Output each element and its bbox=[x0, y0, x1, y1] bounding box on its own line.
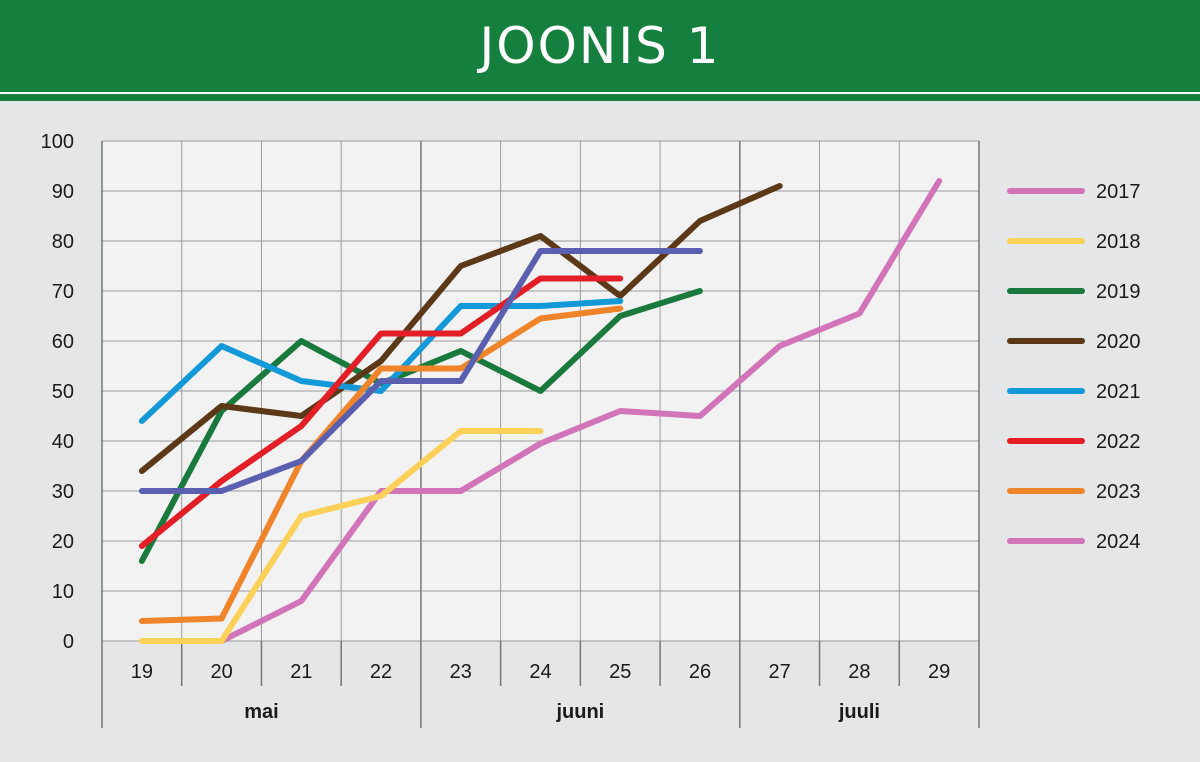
series-line-2024 bbox=[138, 248, 703, 494]
x-tick-label: 20 bbox=[210, 661, 232, 683]
legend-label-2024: 2024 bbox=[1096, 531, 1141, 553]
month-label: juuni bbox=[555, 701, 604, 723]
x-tick-label: 24 bbox=[529, 661, 551, 683]
month-label: mai bbox=[244, 701, 278, 723]
y-tick-label: 20 bbox=[52, 531, 74, 553]
title-banner: JOONIS 1 bbox=[0, 0, 1200, 94]
series-line-2023 bbox=[138, 305, 624, 624]
x-tick-label: 29 bbox=[928, 661, 950, 683]
y-tick-label: 80 bbox=[52, 231, 74, 253]
series-line-2018 bbox=[138, 428, 544, 644]
y-tick-label: 60 bbox=[52, 331, 74, 353]
y-tick-label: 90 bbox=[52, 181, 74, 203]
legend-label-2021: 2021 bbox=[1096, 381, 1141, 403]
x-tick-label: 19 bbox=[131, 661, 153, 683]
x-tick-label: 25 bbox=[609, 661, 631, 683]
y-tick-label: 0 bbox=[63, 631, 74, 653]
chart-title: JOONIS 1 bbox=[479, 17, 721, 75]
y-tick-label: 100 bbox=[41, 131, 74, 153]
x-tick-label: 27 bbox=[769, 661, 791, 683]
title-underline bbox=[0, 94, 1200, 101]
x-tick-label: 28 bbox=[848, 661, 870, 683]
legend-label-2023: 2023 bbox=[1096, 481, 1141, 503]
legend-label-2019: 2019 bbox=[1096, 281, 1141, 303]
y-tick-label: 10 bbox=[52, 581, 74, 603]
y-tick-label: 40 bbox=[52, 431, 74, 453]
legend-label-2022: 2022 bbox=[1096, 431, 1141, 453]
y-tick-label: 50 bbox=[52, 381, 74, 403]
y-tick-label: 70 bbox=[52, 281, 74, 303]
y-tick-label: 30 bbox=[52, 481, 74, 503]
series-line-2022 bbox=[138, 275, 624, 549]
month-label: juuli bbox=[838, 701, 880, 723]
series-line-2020 bbox=[138, 183, 783, 474]
x-tick-label: 26 bbox=[689, 661, 711, 683]
legend-label-2018: 2018 bbox=[1096, 231, 1141, 253]
series-line-2017 bbox=[218, 178, 943, 644]
legend-label-2020: 2020 bbox=[1096, 331, 1141, 353]
x-tick-label: 23 bbox=[450, 661, 472, 683]
series-line-2021 bbox=[138, 298, 624, 424]
x-tick-label: 22 bbox=[370, 661, 392, 683]
legend-label-2017: 2017 bbox=[1096, 181, 1141, 203]
x-tick-label: 21 bbox=[290, 661, 312, 683]
